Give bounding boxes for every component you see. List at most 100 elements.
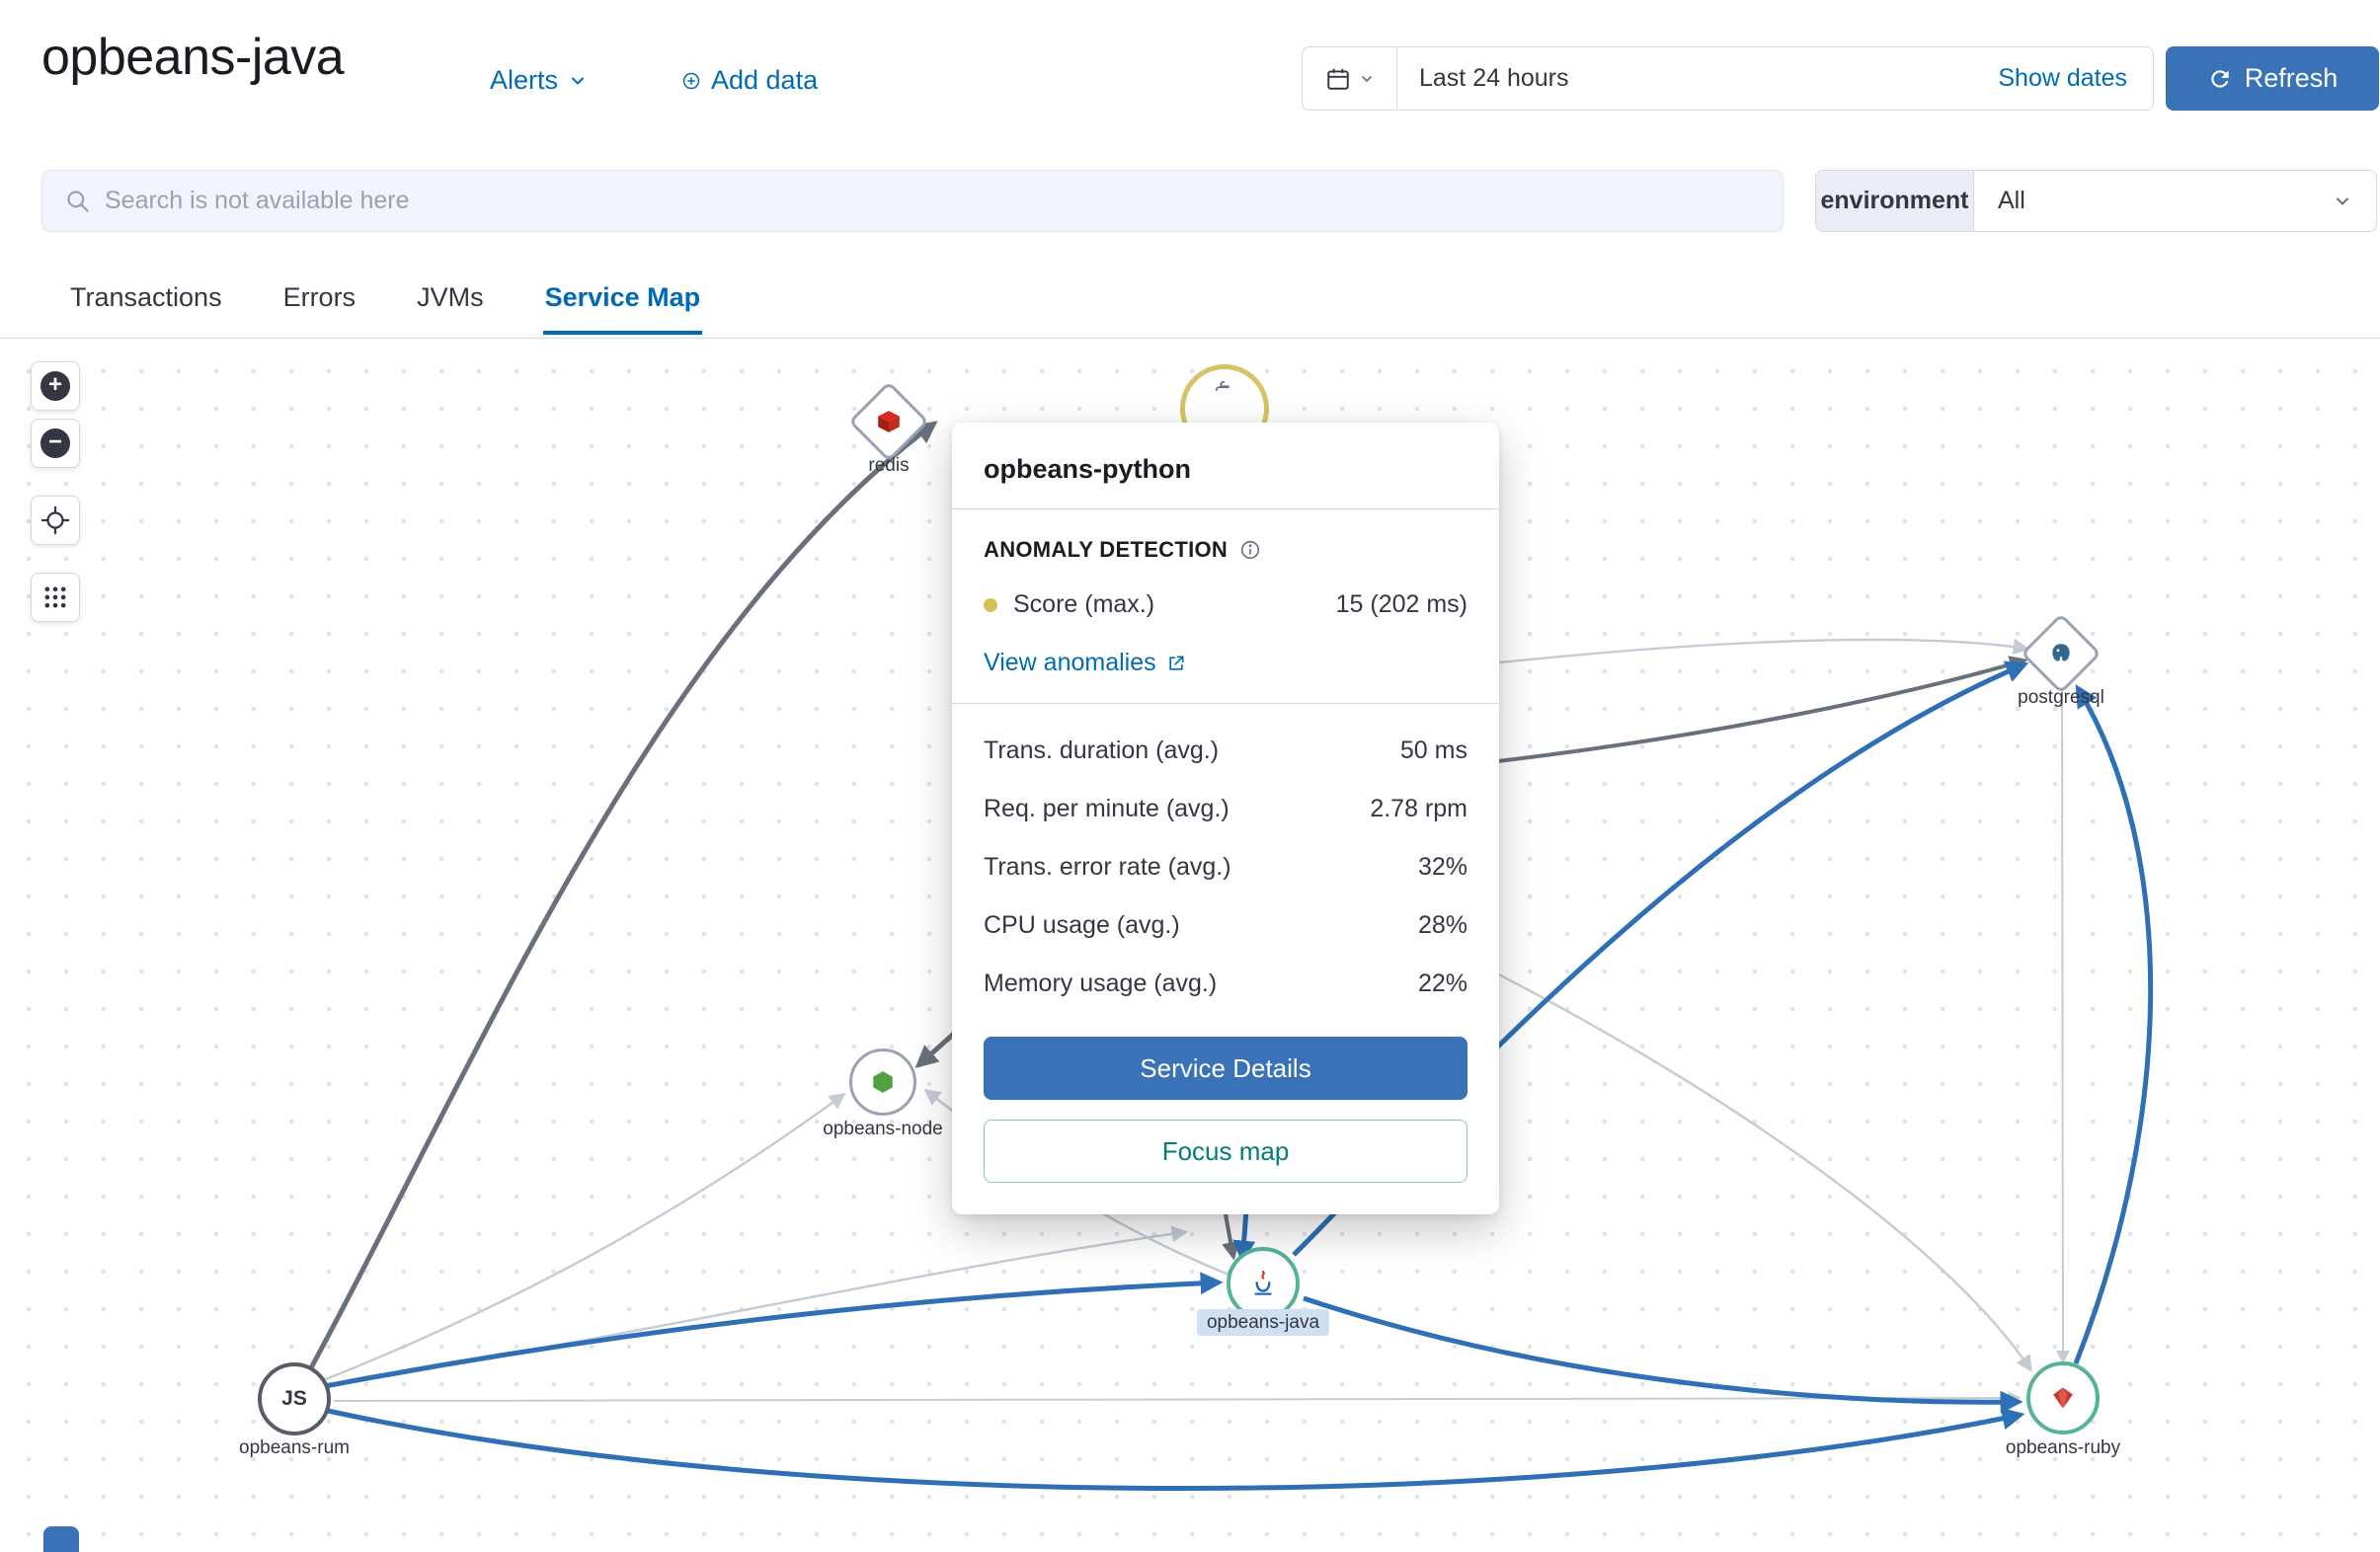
refresh-icon <box>2211 69 2229 88</box>
map-edge <box>333 1391 2022 1406</box>
postgresql-icon <box>2052 644 2070 661</box>
node-redis[interactable] <box>847 380 930 463</box>
score-value: 15 (202 ms) <box>1335 590 1468 618</box>
show-dates-link[interactable]: Show dates <box>1998 64 2127 92</box>
node-label-opbeans-node: opbeans-node <box>823 1119 943 1139</box>
layout-grid-button[interactable] <box>31 573 80 622</box>
metric-row: Trans. error rate (avg.) 32% <box>984 838 1468 896</box>
zoom-in-button[interactable]: + <box>31 361 80 411</box>
refresh-label: Refresh <box>2244 63 2339 93</box>
java-icon <box>1254 1271 1272 1295</box>
anomaly-score-row: Score (max.) 15 (202 ms) <box>984 590 1468 619</box>
grid-dots-icon <box>44 586 66 608</box>
node-opbeans-rum[interactable]: JS <box>258 1362 331 1436</box>
metric-row: Trans. duration (avg.) 50 ms <box>984 722 1468 780</box>
divider <box>952 703 1499 704</box>
map-edge <box>1303 1295 2023 1414</box>
tabs-divider <box>0 338 2380 339</box>
node-label-redis: redis <box>868 455 910 476</box>
tab-service-map[interactable]: Service Map <box>542 267 703 335</box>
alerts-menu[interactable]: Alerts <box>490 65 588 96</box>
map-edge <box>305 421 938 1375</box>
page-title: opbeans-java <box>41 29 345 86</box>
node-opbeans-ruby[interactable] <box>2026 1361 2100 1435</box>
map-edge <box>315 1093 846 1385</box>
map-corner-button <box>43 1526 79 1552</box>
external-link-icon <box>1168 656 1184 670</box>
zoom-out-button[interactable]: − <box>31 419 80 468</box>
add-data-label: Add data <box>711 65 819 95</box>
metric-label: Req. per minute (avg.) <box>984 795 1230 822</box>
view-anomalies-label: View anomalies <box>984 649 1156 676</box>
divider <box>952 508 1499 509</box>
metric-row: Memory usage (avg.) 22% <box>984 955 1468 1013</box>
node-opbeans-node[interactable] <box>849 1048 916 1116</box>
plus-in-circle-icon <box>682 72 700 89</box>
calendar-menu-button[interactable] <box>1303 47 1397 110</box>
tab-errors[interactable]: Errors <box>282 282 357 312</box>
metric-row: Req. per minute (avg.) 2.78 rpm <box>984 780 1468 838</box>
severity-dot-icon <box>984 597 997 612</box>
metric-row: CPU usage (avg.) 28% <box>984 896 1468 955</box>
tab-jvms[interactable]: JVMs <box>417 282 484 312</box>
search-input[interactable] <box>105 171 1783 231</box>
environment-select[interactable]: All <box>1974 171 2376 231</box>
service-details-button[interactable]: Service Details <box>984 1037 1468 1100</box>
node-postgresql[interactable] <box>2020 612 2102 695</box>
metric-value: 28% <box>1417 911 1468 939</box>
search-bar <box>41 170 1784 232</box>
metric-label: Memory usage (avg.) <box>984 970 1218 997</box>
center-map-button[interactable] <box>31 496 80 545</box>
map-edge <box>1490 969 2032 1372</box>
focus-map-button[interactable]: Focus map <box>984 1120 1468 1183</box>
metric-value: 50 ms <box>1399 737 1468 764</box>
metric-value: 22% <box>1417 970 1468 997</box>
alerts-label: Alerts <box>490 65 559 95</box>
add-data-button[interactable]: Add data <box>681 65 818 96</box>
map-edge <box>1480 656 2028 765</box>
service-map-canvas[interactable]: + − redis <box>0 339 2380 1552</box>
map-edge <box>2055 689 2070 1364</box>
environment-selected-value: All <box>1998 187 2025 214</box>
python-icon <box>1215 380 1230 391</box>
environment-filter-label: environment <box>1816 171 1974 231</box>
score-label: Score (max.) <box>1013 590 1155 618</box>
minus-icon: − <box>40 428 70 458</box>
node-label-postgresql: postgresql <box>2018 687 2104 708</box>
calendar-icon <box>1326 68 1349 90</box>
tab-transactions[interactable]: Transactions <box>70 282 222 312</box>
environment-filter: environment All <box>1815 170 2377 232</box>
refresh-button[interactable]: Refresh <box>2166 46 2379 111</box>
selected-node-chip: opbeans-java <box>1196 1309 1330 1336</box>
javascript-icon: JS <box>281 1387 307 1410</box>
info-icon[interactable] <box>1239 539 1261 561</box>
map-edge <box>2073 684 2154 1364</box>
metric-label: CPU usage (avg.) <box>984 911 1180 939</box>
plus-icon: + <box>40 371 70 401</box>
anomaly-heading: ANOMALY DETECTION <box>984 537 1229 562</box>
map-edge <box>327 1407 2025 1491</box>
apm-tabs: Transactions Errors JVMs Service Map <box>68 267 703 335</box>
node-label-opbeans-ruby: opbeans-ruby <box>2005 1437 2121 1458</box>
map-edge <box>1222 1206 1240 1261</box>
search-icon <box>67 191 89 212</box>
node-label-opbeans-rum: opbeans-rum <box>239 1437 350 1458</box>
view-anomalies-link[interactable]: View anomalies <box>984 649 1186 677</box>
metric-value: 32% <box>1417 853 1468 881</box>
popover-title: opbeans-python <box>984 454 1191 484</box>
metrics-list: Trans. duration (avg.) 50 ms Req. per mi… <box>952 704 1499 1019</box>
chevron-down-icon <box>1361 75 1372 82</box>
metric-label: Trans. duration (avg.) <box>984 737 1220 764</box>
time-range-value[interactable]: Last 24 hours <box>1419 64 1569 92</box>
metric-label: Trans. error rate (avg.) <box>984 853 1231 881</box>
chevron-down-icon <box>2337 197 2348 205</box>
ruby-icon <box>2053 1387 2073 1409</box>
redis-icon <box>878 411 900 432</box>
chevron-down-icon <box>572 77 585 84</box>
map-edge <box>319 1272 1224 1390</box>
date-picker: Last 24 hours Show dates <box>1302 46 2154 111</box>
node-label-opbeans-java: opbeans-java <box>1196 1309 1330 1336</box>
metric-value: 2.78 rpm <box>1370 795 1468 822</box>
map-edge <box>1480 638 2030 666</box>
